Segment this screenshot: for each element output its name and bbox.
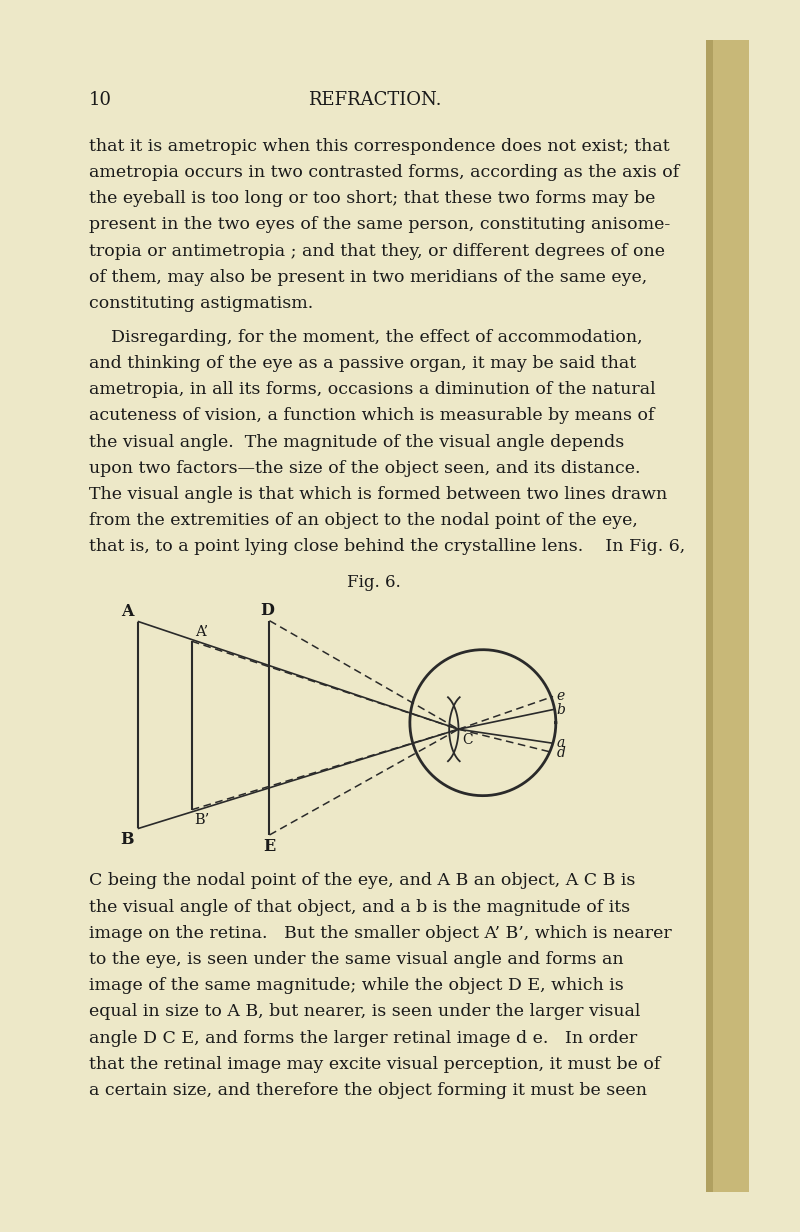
- Text: ametropia, in all its forms, occasions a diminution of the natural: ametropia, in all its forms, occasions a…: [89, 381, 655, 398]
- Text: the eyeball is too long or too short; that these two forms may be: the eyeball is too long or too short; th…: [89, 190, 655, 207]
- Text: the visual angle.  The magnitude of the visual angle depends: the visual angle. The magnitude of the v…: [89, 434, 624, 451]
- Text: tropia or antimetropia ; and that they, or different degrees of one: tropia or antimetropia ; and that they, …: [89, 243, 665, 260]
- Text: from the extremities of an object to the nodal point of the eye,: from the extremities of an object to the…: [89, 513, 638, 529]
- Text: D: D: [261, 601, 274, 618]
- Text: ametropia occurs in two contrasted forms, according as the axis of: ametropia occurs in two contrasted forms…: [89, 164, 679, 181]
- Text: and thinking of the eye as a passive organ, it may be said that: and thinking of the eye as a passive org…: [89, 355, 636, 372]
- Text: a certain size, and therefore the object forming it must be seen: a certain size, and therefore the object…: [89, 1082, 647, 1099]
- Text: 10: 10: [89, 91, 112, 110]
- Text: acuteness of vision, a function which is measurable by means of: acuteness of vision, a function which is…: [89, 408, 654, 424]
- Text: present in the two eyes of the same person, constituting anisome-: present in the two eyes of the same pers…: [89, 217, 670, 233]
- Text: d: d: [557, 745, 566, 760]
- Text: The visual angle is that which is formed between two lines drawn: The visual angle is that which is formed…: [89, 485, 667, 503]
- Text: Fig. 6.: Fig. 6.: [347, 574, 401, 591]
- Text: upon two factors—the size of the object seen, and its distance.: upon two factors—the size of the object …: [89, 460, 640, 477]
- Text: that the retinal image may excite visual perception, it must be of: that the retinal image may excite visual…: [89, 1056, 660, 1073]
- Text: C: C: [462, 733, 473, 747]
- Bar: [713, 39, 749, 1193]
- Text: image of the same magnitude; while the object D E, which is: image of the same magnitude; while the o…: [89, 977, 624, 994]
- Text: e: e: [557, 690, 565, 703]
- Text: E: E: [263, 838, 276, 855]
- Text: a: a: [557, 737, 565, 750]
- Bar: [706, 39, 713, 1193]
- Text: image on the retina.   But the smaller object A’ B’, which is nearer: image on the retina. But the smaller obj…: [89, 925, 672, 941]
- Text: Disregarding, for the moment, the effect of accommodation,: Disregarding, for the moment, the effect…: [89, 329, 642, 346]
- Text: b: b: [557, 702, 566, 717]
- Text: A: A: [122, 602, 134, 620]
- Text: C being the nodal point of the eye, and A B an object, A C B is: C being the nodal point of the eye, and …: [89, 872, 635, 890]
- Text: A’: A’: [194, 626, 208, 639]
- Text: B: B: [120, 832, 134, 848]
- Text: that is, to a point lying close behind the crystalline lens.    In Fig. 6,: that is, to a point lying close behind t…: [89, 538, 685, 556]
- Text: REFRACTION.: REFRACTION.: [307, 91, 441, 110]
- Text: B’: B’: [194, 813, 210, 827]
- Text: equal in size to A B, but nearer, is seen under the larger visual: equal in size to A B, but nearer, is see…: [89, 1003, 640, 1020]
- Text: constituting astigmatism.: constituting astigmatism.: [89, 294, 313, 312]
- Text: the visual angle of that object, and a b is the magnitude of its: the visual angle of that object, and a b…: [89, 898, 630, 915]
- Text: to the eye, is seen under the same visual angle and forms an: to the eye, is seen under the same visua…: [89, 951, 623, 968]
- Text: that it is ametropic when this correspondence does not exist; that: that it is ametropic when this correspon…: [89, 138, 670, 155]
- Text: of them, may also be present in two meridians of the same eye,: of them, may also be present in two meri…: [89, 269, 647, 286]
- Text: angle D C E, and forms the larger retinal image d e.   In order: angle D C E, and forms the larger retina…: [89, 1030, 637, 1047]
